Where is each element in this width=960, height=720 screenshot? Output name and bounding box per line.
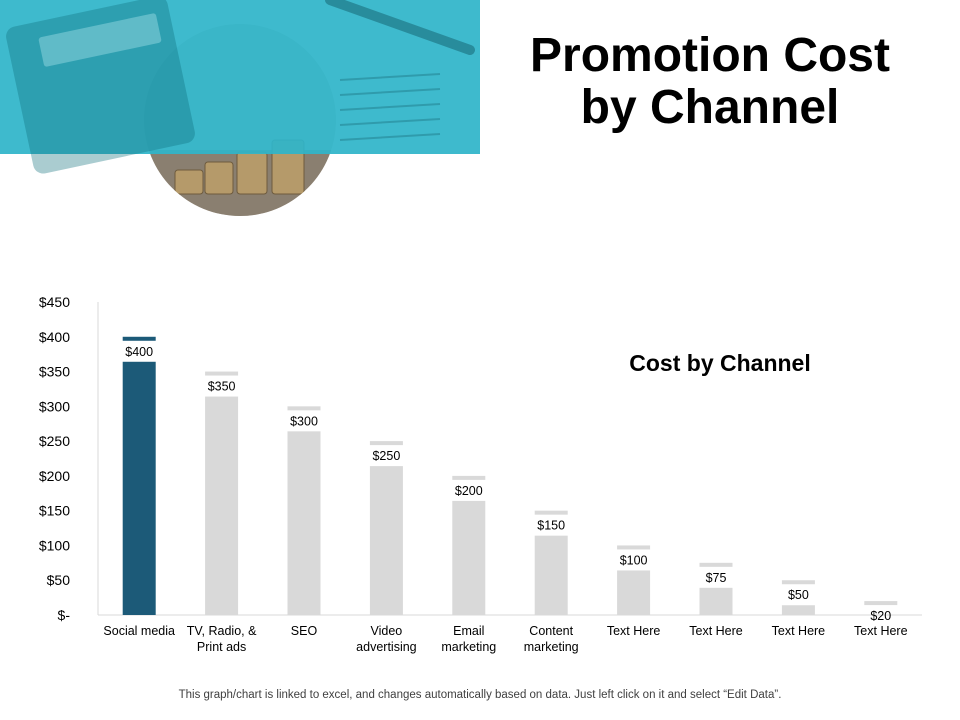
bar-cap xyxy=(781,580,815,585)
bar-value-label: $20 xyxy=(870,609,891,623)
bar-cap xyxy=(534,510,568,515)
x-category-label: Text Here xyxy=(689,624,743,638)
y-tick-label: $300 xyxy=(39,398,70,414)
y-tick-label: $450 xyxy=(39,294,70,310)
bar xyxy=(205,396,239,615)
bar-cap xyxy=(452,475,486,480)
bar xyxy=(699,587,733,615)
bar-value-label: $400 xyxy=(125,345,153,359)
bar-cap xyxy=(369,441,403,446)
bar-value-label: $75 xyxy=(706,571,727,585)
y-tick-label: $400 xyxy=(39,329,70,345)
x-category-label: SEO xyxy=(291,624,318,638)
x-category-label: TV, Radio, & Print ads xyxy=(187,624,257,654)
bar xyxy=(452,500,486,615)
bar-value-label: $150 xyxy=(537,519,565,533)
bar-cap xyxy=(205,371,239,376)
y-tick-label: $150 xyxy=(39,503,70,519)
bar-value-label: $200 xyxy=(455,484,483,498)
y-tick-label: $350 xyxy=(39,364,70,380)
y-tick-label: $250 xyxy=(39,433,70,449)
x-category-label: Content marketing xyxy=(524,624,579,654)
x-category-label: Text Here xyxy=(772,624,826,638)
bar-cap xyxy=(287,406,321,411)
y-tick-label: $200 xyxy=(39,468,70,484)
bar xyxy=(122,361,156,615)
bar-value-label: $350 xyxy=(208,380,236,394)
chart-title: Cost by Channel xyxy=(629,350,810,376)
bar-cap xyxy=(864,601,898,606)
bar-cap xyxy=(122,336,156,341)
bar-chart: Cost by Channel $- $50 $100 $150 $200 $250 $30… xyxy=(0,285,960,665)
y-tick-label: $100 xyxy=(39,537,70,553)
header-photo xyxy=(0,0,480,220)
bar xyxy=(617,570,651,615)
x-category-label: Text Here xyxy=(607,624,661,638)
y-tick-label: $50 xyxy=(47,572,71,588)
coins-calculator-image xyxy=(0,0,480,216)
y-tick-label: $- xyxy=(58,607,71,623)
bar xyxy=(534,535,568,615)
bar-chart-svg: Cost by Channel $- $50 $100 $150 $200 $250 $30… xyxy=(39,294,922,654)
bar xyxy=(287,431,321,615)
bar-cap xyxy=(617,545,651,550)
bar-value-label: $100 xyxy=(620,553,648,567)
bar-cap xyxy=(699,562,733,567)
x-category-label: Text Here xyxy=(854,624,908,638)
bar xyxy=(369,466,403,615)
footnote: This graph/chart is linked to excel, and… xyxy=(178,689,782,701)
x-category-label: Email marketing xyxy=(441,624,496,654)
bar xyxy=(781,605,815,615)
slide-title: Promotion Cost by Channel xyxy=(530,29,890,134)
bar-value-label: $300 xyxy=(290,414,318,428)
x-category-label: Social media xyxy=(103,624,175,638)
x-category-label: Video advertising xyxy=(356,624,416,654)
bar-value-label: $50 xyxy=(788,588,809,602)
bar-value-label: $250 xyxy=(372,449,400,463)
